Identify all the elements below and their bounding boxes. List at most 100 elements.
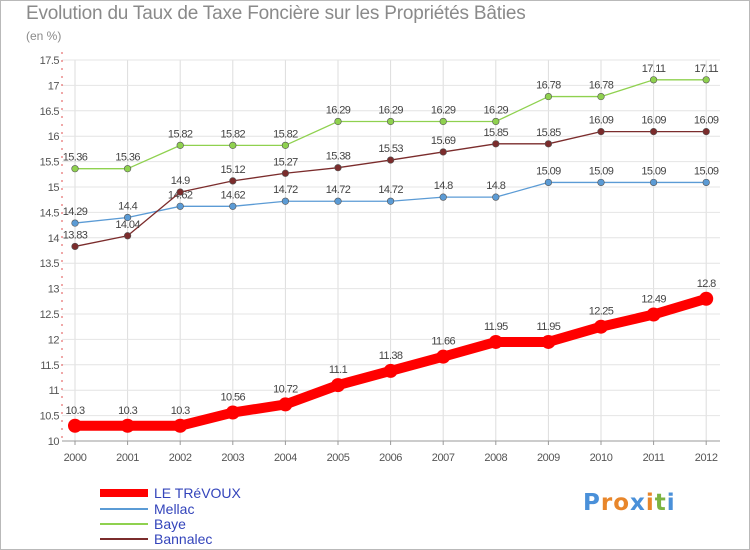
data-point (702, 178, 710, 187)
data-label: 16.78 (536, 80, 561, 92)
x-tick-label: 2011 (643, 452, 665, 464)
data-label: 10.3 (118, 405, 137, 417)
data-point (387, 117, 395, 126)
data-label: 10.3 (65, 405, 84, 417)
data-label: 11.95 (484, 321, 508, 333)
y-tick-label: 14.5 (40, 207, 60, 219)
x-tick-label: 2008 (484, 452, 507, 464)
legend-label: LE TRéVOUX (154, 485, 241, 501)
data-point (597, 128, 605, 136)
data-point (649, 76, 658, 84)
data-label: 14.72 (326, 184, 351, 196)
x-tick-label: 2005 (327, 452, 350, 464)
logo-letter: i (666, 490, 676, 516)
x-tick-label: 2002 (169, 452, 192, 464)
data-point (699, 291, 714, 306)
x-tick-label: 2010 (590, 452, 613, 464)
y-tick-label: 16.5 (40, 106, 60, 118)
data-label: 16.09 (589, 115, 614, 127)
data-label: 14.8 (486, 180, 505, 192)
data-label: 11.38 (379, 350, 403, 362)
data-label: 15.27 (273, 156, 298, 168)
data-label: 16.29 (431, 104, 456, 116)
data-point (544, 178, 553, 187)
data-label: 14.8 (434, 180, 453, 192)
data-label: 15.85 (536, 127, 561, 139)
x-tick-label: 2012 (695, 452, 718, 464)
data-point (488, 334, 503, 349)
data-label: 17.11 (642, 63, 666, 75)
data-label: 15.53 (378, 143, 403, 155)
logo-letter: i (645, 490, 655, 516)
data-point (387, 197, 395, 205)
chart-title: Evolution du Taux de Taxe Foncière sur l… (26, 3, 526, 24)
data-label: 10.56 (221, 392, 246, 404)
x-tick-label: 2006 (379, 452, 402, 464)
data-point (334, 197, 342, 205)
y-tick-label: 14 (48, 233, 60, 245)
data-label: 14.62 (221, 189, 246, 201)
x-tick-label: 2007 (432, 452, 455, 464)
y-tick-label: 12 (48, 334, 60, 346)
y-tick-label: 16 (48, 131, 60, 143)
data-point (229, 202, 237, 210)
data-point (176, 202, 184, 210)
data-label: 14.72 (378, 184, 403, 196)
data-label: 10.3 (171, 405, 190, 417)
data-label: 12.8 (697, 278, 716, 290)
data-label: 15.82 (168, 128, 193, 140)
y-tick-label: 17.5 (40, 55, 60, 67)
legend-swatch (100, 489, 148, 497)
data-point (439, 193, 447, 201)
data-point (439, 148, 447, 156)
data-label: 14.72 (273, 184, 298, 196)
data-label: 11.95 (537, 321, 561, 333)
data-label: 16.09 (641, 115, 666, 127)
data-point (597, 92, 605, 101)
x-tick-label: 2009 (537, 452, 560, 464)
data-label: 15.85 (484, 127, 509, 139)
legend-swatch (100, 523, 148, 525)
data-point (173, 418, 188, 433)
data-point (229, 177, 237, 185)
x-tick-label: 2004 (274, 452, 297, 464)
chart-subtitle: (en %) (26, 29, 62, 43)
proxiti-logo: Proxiti (583, 490, 676, 516)
data-point (281, 169, 290, 177)
x-tick-label: 2000 (64, 452, 87, 464)
data-point (71, 165, 79, 173)
data-point (646, 307, 661, 322)
data-point (281, 141, 290, 149)
data-label: 15.09 (694, 165, 719, 177)
data-label: 15.09 (536, 165, 561, 177)
data-point (123, 165, 132, 173)
data-label: 15.09 (589, 165, 614, 177)
legend-label: Baye (154, 516, 186, 532)
data-point (702, 76, 710, 84)
data-label: 15.82 (273, 128, 298, 140)
data-point (176, 188, 184, 196)
data-point (281, 197, 290, 205)
logo-letter: P (583, 490, 601, 516)
data-point (544, 92, 553, 101)
data-label: 15.36 (63, 152, 88, 164)
data-point (541, 334, 556, 349)
data-label: 12.25 (589, 306, 614, 318)
data-point (387, 156, 395, 164)
y-tick-label: 12.5 (40, 309, 60, 321)
data-label: 11.1 (329, 364, 348, 376)
legend-label: Bannalec (154, 531, 213, 547)
data-point (68, 418, 82, 433)
legend-swatch (100, 508, 148, 510)
data-label: 15.69 (431, 135, 456, 147)
data-point (71, 242, 79, 251)
data-label: 14.9 (171, 175, 190, 187)
y-tick-label: 11 (49, 385, 60, 397)
data-label: 14.29 (63, 206, 88, 218)
y-tick-label: 10 (48, 436, 60, 448)
data-point (439, 117, 447, 126)
x-tick-label: 2003 (221, 452, 244, 464)
data-label: 15.09 (641, 165, 666, 177)
y-tick-label: 13 (48, 284, 60, 296)
data-label: 15.38 (326, 151, 351, 163)
